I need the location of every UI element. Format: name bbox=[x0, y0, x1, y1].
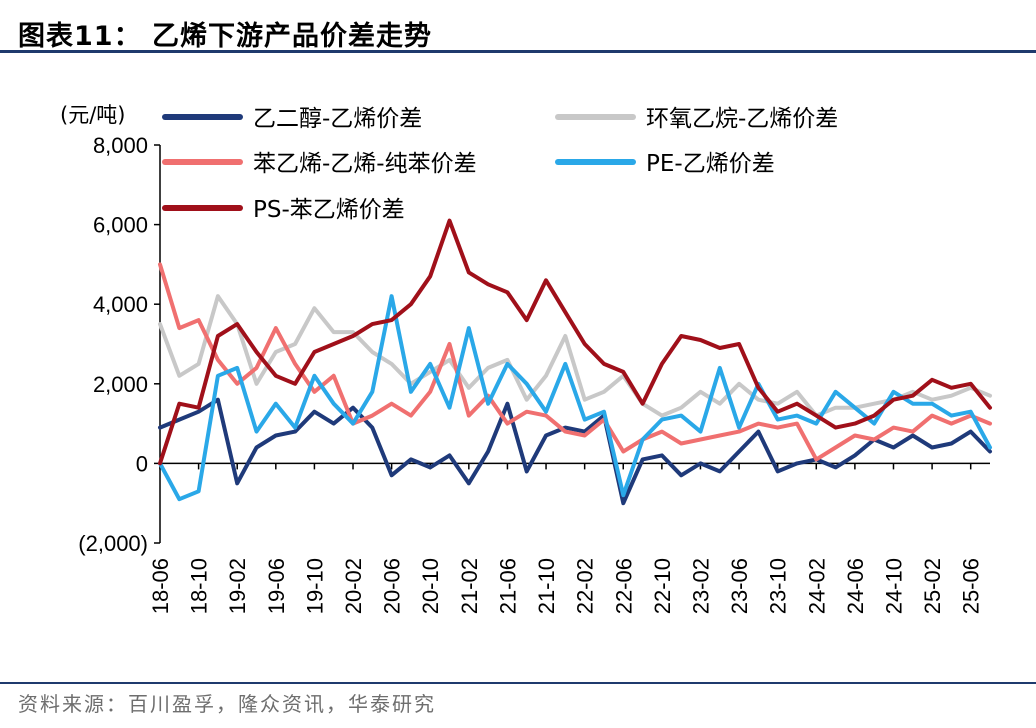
series-line-4 bbox=[158, 294, 992, 502]
series-line-5 bbox=[158, 218, 992, 466]
legend-label-2: 环氧乙烷-乙烯价差 bbox=[646, 106, 838, 132]
x-tick-label: 18-06 bbox=[148, 558, 173, 614]
x-tick-label: 24-02 bbox=[804, 558, 829, 614]
x-tick-label: 21-06 bbox=[495, 558, 520, 614]
x-tick-label: 25-06 bbox=[959, 558, 984, 614]
x-tick-label: 24-06 bbox=[843, 558, 868, 614]
legend-label-3: 苯乙烯-乙烯-纯苯价差 bbox=[253, 151, 477, 177]
y-tick-label: 6,000 bbox=[93, 213, 148, 238]
x-tick-label: 22-02 bbox=[573, 558, 598, 614]
x-tick-label: 19-02 bbox=[225, 558, 250, 614]
y-tick-label: (2,000) bbox=[78, 531, 148, 556]
series-line-3 bbox=[158, 262, 992, 462]
legend-label-4: PE-乙烯价差 bbox=[646, 151, 775, 177]
series-line-1 bbox=[158, 397, 992, 506]
x-tick-label: 21-02 bbox=[457, 558, 482, 614]
x-tick-label: 23-10 bbox=[766, 558, 791, 614]
y-tick-label: 8,000 bbox=[93, 133, 148, 158]
axes: (2,000) 0 2,000 4,000 6,000 8,000 (元/吨) 18-06 18… bbox=[60, 103, 990, 614]
x-tick-label: 20-02 bbox=[341, 558, 366, 614]
y-axis-unit: (元/吨) bbox=[60, 103, 125, 127]
x-tick-label: 22-06 bbox=[611, 558, 636, 614]
x-tick-label: 21-10 bbox=[534, 558, 559, 614]
x-tick-label: 22-10 bbox=[650, 558, 675, 614]
y-tick-label: 4,000 bbox=[93, 292, 148, 317]
x-tick-label: 25-02 bbox=[920, 558, 945, 614]
x-tick-label: 18-10 bbox=[187, 558, 212, 614]
source-note: 资料来源：百川盈孚，隆众资讯，华泰研究 bbox=[18, 692, 436, 716]
x-tick-label: 24-10 bbox=[881, 558, 906, 614]
x-tick-label: 19-10 bbox=[302, 558, 327, 614]
series-lines bbox=[158, 218, 992, 506]
title-rule bbox=[0, 50, 1036, 53]
x-tick-label: 23-02 bbox=[688, 558, 713, 614]
series-line-2 bbox=[158, 294, 992, 418]
y-tick-label: 2,000 bbox=[93, 372, 148, 397]
x-tick-label: 20-10 bbox=[418, 558, 443, 614]
y-tick-label: 0 bbox=[136, 451, 148, 476]
x-tick-label: 23-06 bbox=[727, 558, 752, 614]
chart-title: 图表11： 乙烯下游产品价差走势 bbox=[18, 21, 432, 52]
legend-label-1: 乙二醇-乙烯价差 bbox=[253, 106, 422, 132]
legend-label-5: PS-苯乙烯价差 bbox=[253, 197, 405, 223]
x-tick-label: 20-06 bbox=[380, 558, 405, 614]
source-rule bbox=[0, 682, 1036, 684]
x-tick-label: 19-06 bbox=[264, 558, 289, 614]
